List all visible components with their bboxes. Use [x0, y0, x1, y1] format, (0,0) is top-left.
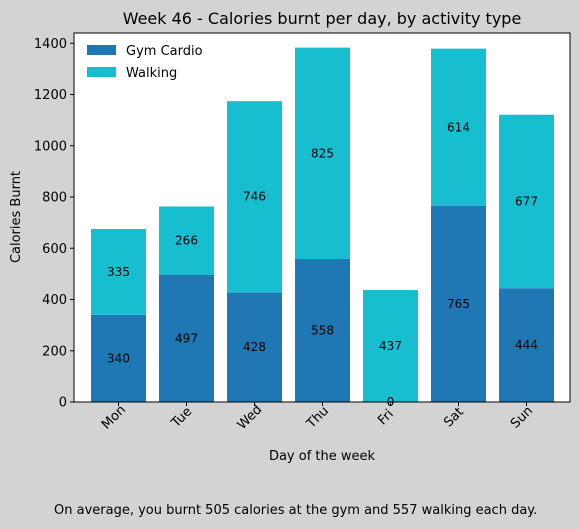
- y-tick-label: 1200: [34, 88, 67, 103]
- stacked-bar-chart: Week 46 - Calories burnt per day, by act…: [9, 9, 571, 464]
- bar-value-labels: 3403354972664287465588250437765614444677: [107, 120, 538, 409]
- data-label-walking-tue: 266: [175, 234, 198, 248]
- bar-group: [91, 47, 554, 403]
- data-label-gym-cardio-thu: 558: [311, 324, 334, 338]
- bar-gym-cardio-sat: [431, 205, 486, 402]
- bar-walking-sat: [431, 48, 486, 206]
- data-label-walking-sun: 677: [515, 194, 538, 208]
- legend-swatch-walking: [87, 67, 116, 77]
- legend-swatch-gym-cardio: [87, 45, 116, 55]
- data-label-gym-cardio-sun: 444: [515, 338, 538, 352]
- bar-gym-cardio-wed: [227, 292, 282, 402]
- legend-label-walking: Walking: [126, 66, 177, 81]
- y-axis: 0 200 400 600 800 1000 1200 1400: [34, 37, 74, 411]
- y-tick-label: 1000: [34, 139, 67, 154]
- data-label-gym-cardio-wed: 428: [243, 340, 266, 354]
- legend-label-gym-cardio: Gym Cardio: [126, 44, 203, 59]
- y-tick-label: 600: [42, 242, 67, 257]
- data-label-walking-wed: 746: [243, 190, 266, 204]
- bar-gym-cardio-sun: [499, 288, 554, 402]
- bar-walking-thu: [295, 47, 350, 260]
- data-label-walking-thu: 825: [311, 146, 334, 160]
- bar-walking-fri: [363, 290, 418, 402]
- y-tick-label: 200: [42, 344, 67, 359]
- legend: Gym Cardio Walking: [87, 44, 203, 81]
- bar-walking-sun: [499, 114, 554, 289]
- data-label-gym-cardio-mon: 340: [107, 351, 130, 365]
- bar-gym-cardio-thu: [295, 259, 350, 402]
- x-axis-label: Day of the week: [269, 449, 376, 464]
- chart-title: Week 46 - Calories burnt per day, by act…: [123, 9, 522, 28]
- data-label-walking-mon: 335: [107, 265, 130, 279]
- bar-walking-mon: [91, 229, 146, 315]
- data-label-gym-cardio-tue: 497: [175, 331, 198, 345]
- plot-frame: [73, 32, 571, 403]
- bar-gym-cardio-mon: [91, 314, 146, 403]
- bar-walking-wed: [227, 101, 282, 293]
- y-axis-label: Calories Burnt: [9, 171, 24, 263]
- y-tick-label: 800: [42, 191, 67, 206]
- data-label-gym-cardio-sat: 765: [447, 297, 470, 311]
- data-label-walking-fri: 437: [379, 339, 402, 353]
- bar-gym-cardio-tue: [159, 274, 214, 402]
- y-tick-label: 400: [42, 293, 67, 308]
- average-summary-text: On average, you burnt 505 calories at th…: [54, 503, 538, 518]
- bar-walking-tue: [159, 206, 214, 275]
- data-label-walking-sat: 614: [447, 120, 470, 134]
- y-tick-label: 0: [59, 396, 67, 411]
- y-tick-label: 1400: [34, 37, 67, 52]
